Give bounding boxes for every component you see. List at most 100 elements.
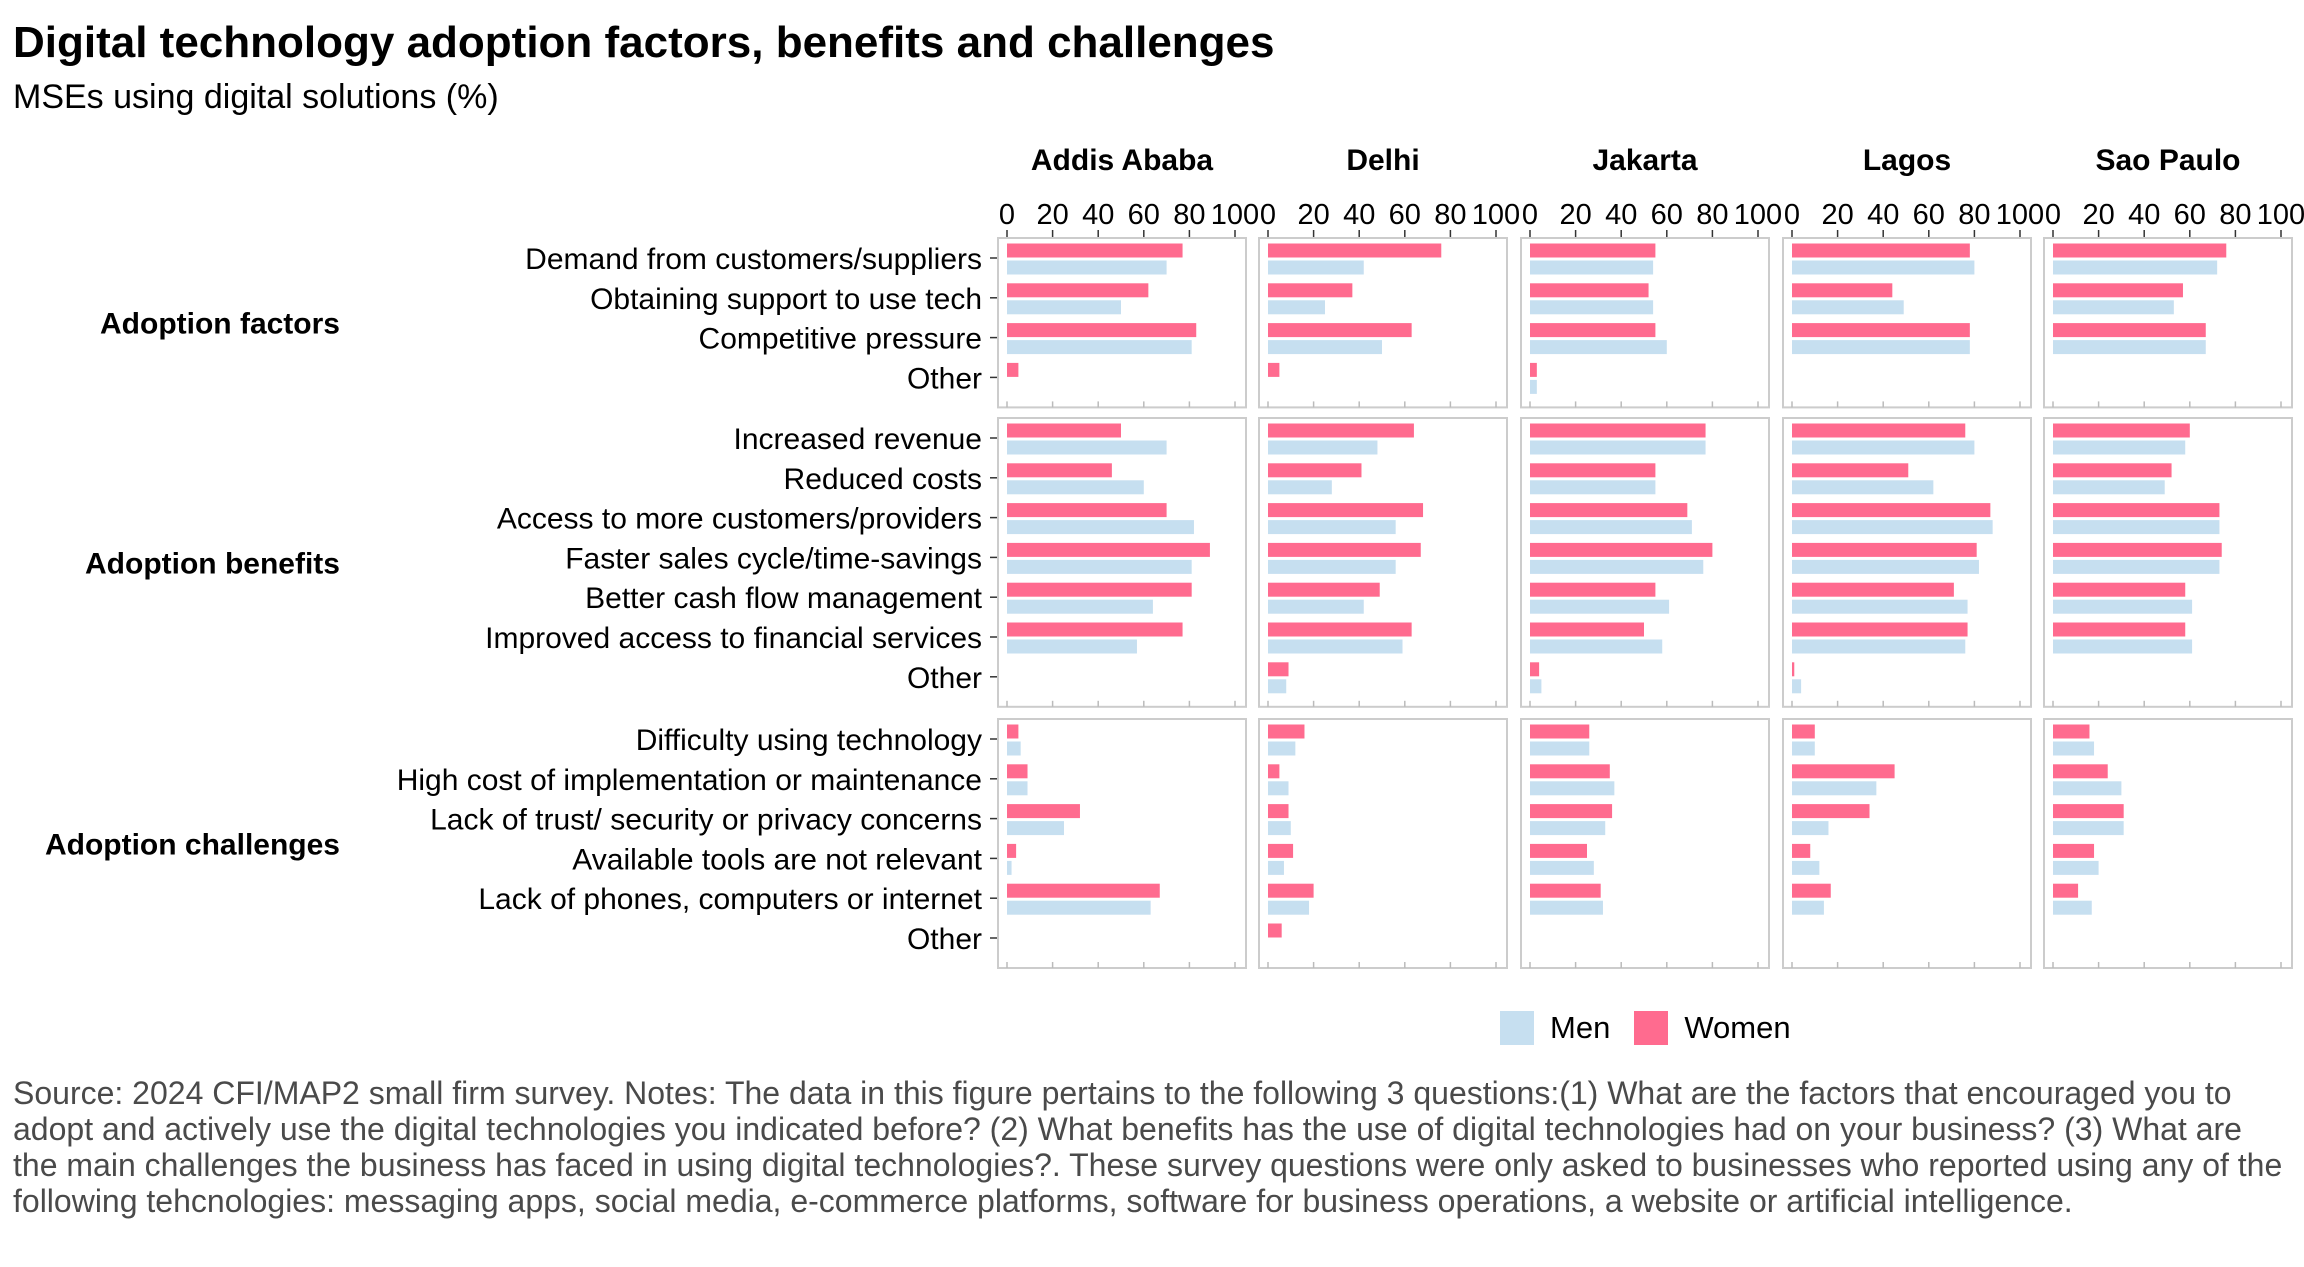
bar-women-adoption-factors-lagos-0 xyxy=(1792,243,1970,258)
bar-women-adoption-benefits-addis-ababa-0 xyxy=(1007,423,1121,438)
x-tick-label-lagos-60: 60 xyxy=(1913,199,1945,231)
bar-women-adoption-benefits-addis-ababa-5 xyxy=(1007,622,1183,637)
x-tick-label-delhi-80: 80 xyxy=(1434,199,1466,231)
legend-swatch-men xyxy=(1500,1011,1534,1045)
bar-men-adoption-benefits-addis-ababa-0 xyxy=(1007,440,1167,455)
bar-women-adoption-factors-addis-ababa-1 xyxy=(1007,283,1149,298)
bar-women-adoption-benefits-sao-paulo-2 xyxy=(2053,503,2220,518)
panel-adoption-challenges-sao-paulo xyxy=(2043,718,2293,969)
group-label-adoption-challenges: Adoption challenges xyxy=(45,829,340,862)
x-tick-label-addis-ababa-20: 20 xyxy=(1036,199,1068,231)
bar-men-adoption-challenges-sao-paulo-4 xyxy=(2053,900,2092,915)
bar-women-adoption-factors-jakarta-0 xyxy=(1530,243,1656,258)
bar-men-adoption-factors-addis-ababa-1 xyxy=(1007,300,1121,315)
category-label-adoption-benefits-2: Access to more customers/providers xyxy=(497,503,982,536)
bar-women-adoption-benefits-delhi-1 xyxy=(1268,463,1362,478)
bar-women-adoption-challenges-lagos-4 xyxy=(1792,883,1831,898)
category-label-adoption-benefits-3: Faster sales cycle/time-savings xyxy=(565,542,982,575)
chart-title: Digital technology adoption factors, ben… xyxy=(13,18,1275,67)
bar-women-adoption-challenges-addis-ababa-4 xyxy=(1007,883,1160,898)
bar-women-adoption-challenges-delhi-4 xyxy=(1268,883,1314,898)
bar-men-adoption-challenges-lagos-3 xyxy=(1792,860,1820,875)
bar-men-adoption-challenges-addis-ababa-0 xyxy=(1007,741,1021,756)
bar-women-adoption-benefits-sao-paulo-1 xyxy=(2053,463,2172,478)
category-label-adoption-benefits-1: Reduced costs xyxy=(784,463,982,496)
bar-women-adoption-benefits-lagos-4 xyxy=(1792,582,1954,597)
x-tick-label-sao-paulo-0: 0 xyxy=(2045,199,2061,231)
bar-men-adoption-challenges-jakarta-1 xyxy=(1530,781,1615,796)
bar-women-adoption-challenges-sao-paulo-2 xyxy=(2053,804,2124,819)
bar-men-adoption-challenges-addis-ababa-4 xyxy=(1007,900,1151,915)
bar-women-adoption-factors-lagos-1 xyxy=(1792,283,1893,298)
panel-adoption-factors-delhi xyxy=(1258,237,1508,409)
category-label-adoption-benefits-0: Increased revenue xyxy=(734,423,983,456)
bar-women-adoption-benefits-addis-ababa-2 xyxy=(1007,503,1167,518)
bar-women-adoption-factors-lagos-2 xyxy=(1792,323,1970,338)
bar-women-adoption-factors-delhi-2 xyxy=(1268,323,1412,338)
bar-women-adoption-challenges-sao-paulo-0 xyxy=(2053,724,2090,739)
bar-men-adoption-challenges-addis-ababa-3 xyxy=(1007,860,1012,875)
legend-label-men: Men xyxy=(1550,1010,1611,1045)
bar-women-adoption-challenges-jakarta-3 xyxy=(1530,843,1587,858)
chart-subtitle: MSEs using digital solutions (%) xyxy=(13,78,499,116)
bar-men-adoption-benefits-lagos-2 xyxy=(1792,520,1993,535)
x-tick-label-delhi-20: 20 xyxy=(1297,199,1329,231)
bar-women-adoption-benefits-jakarta-6 xyxy=(1530,662,1540,677)
bar-women-adoption-benefits-sao-paulo-3 xyxy=(2053,542,2222,557)
panel-adoption-benefits-sao-paulo xyxy=(2043,417,2293,708)
bar-men-adoption-factors-addis-ababa-0 xyxy=(1007,260,1167,275)
facet-label-delhi: Delhi xyxy=(1346,144,1419,177)
bar-women-adoption-benefits-lagos-6 xyxy=(1792,662,1795,677)
bar-men-adoption-benefits-delhi-0 xyxy=(1268,440,1378,455)
bar-women-adoption-challenges-delhi-2 xyxy=(1268,804,1289,819)
bar-women-adoption-benefits-delhi-0 xyxy=(1268,423,1414,438)
bar-men-adoption-challenges-delhi-2 xyxy=(1268,821,1291,836)
group-label-adoption-benefits: Adoption benefits xyxy=(85,547,340,580)
x-tick-label-sao-paulo-40: 40 xyxy=(2128,199,2160,231)
bar-women-adoption-challenges-addis-ababa-2 xyxy=(1007,804,1080,819)
bar-men-adoption-benefits-addis-ababa-1 xyxy=(1007,480,1144,495)
bar-men-adoption-factors-delhi-0 xyxy=(1268,260,1364,275)
bar-women-adoption-challenges-sao-paulo-1 xyxy=(2053,764,2108,779)
x-tick-label-addis-ababa-80: 80 xyxy=(1173,199,1205,231)
bar-men-adoption-benefits-delhi-3 xyxy=(1268,559,1396,574)
bar-men-adoption-benefits-addis-ababa-3 xyxy=(1007,559,1192,574)
x-tick-label-delhi-60: 60 xyxy=(1389,199,1421,231)
bar-men-adoption-challenges-delhi-0 xyxy=(1268,741,1296,756)
legend-item-women: Women xyxy=(1634,1010,1791,1046)
bar-men-adoption-challenges-sao-paulo-2 xyxy=(2053,821,2124,836)
bar-women-adoption-benefits-addis-ababa-4 xyxy=(1007,582,1192,597)
bar-men-adoption-benefits-sao-paulo-5 xyxy=(2053,639,2193,654)
bar-women-adoption-benefits-lagos-0 xyxy=(1792,423,1966,438)
x-tick-label-sao-paulo-100: 100 xyxy=(2257,199,2304,231)
facet-label-sao-paulo: Sao Paulo xyxy=(2095,144,2240,177)
bar-women-adoption-factors-sao-paulo-0 xyxy=(2053,243,2227,258)
bar-women-adoption-factors-addis-ababa-2 xyxy=(1007,323,1197,338)
bar-women-adoption-benefits-delhi-5 xyxy=(1268,622,1412,637)
category-label-adoption-factors-1: Obtaining support to use tech xyxy=(590,283,982,316)
bar-men-adoption-challenges-jakarta-0 xyxy=(1530,741,1590,756)
bar-women-adoption-challenges-sao-paulo-3 xyxy=(2053,843,2095,858)
facet-label-addis-ababa: Addis Ababa xyxy=(1031,144,1214,177)
category-label-adoption-challenges-1: High cost of implementation or maintenan… xyxy=(397,764,982,797)
bar-women-adoption-benefits-lagos-3 xyxy=(1792,542,1977,557)
bar-men-adoption-benefits-lagos-5 xyxy=(1792,639,1966,654)
bar-men-adoption-benefits-delhi-5 xyxy=(1268,639,1403,654)
x-tick-label-jakarta-60: 60 xyxy=(1651,199,1683,231)
bar-men-adoption-benefits-sao-paulo-1 xyxy=(2053,480,2165,495)
bar-men-adoption-challenges-delhi-3 xyxy=(1268,860,1284,875)
bar-men-adoption-benefits-sao-paulo-3 xyxy=(2053,559,2220,574)
bar-women-adoption-challenges-sao-paulo-4 xyxy=(2053,883,2079,898)
bar-women-adoption-benefits-lagos-5 xyxy=(1792,622,1968,637)
bar-men-adoption-challenges-sao-paulo-3 xyxy=(2053,860,2099,875)
x-tick-label-jakarta-100: 100 xyxy=(1734,199,1782,231)
panel-adoption-benefits-jakarta xyxy=(1520,417,1770,708)
bar-men-adoption-challenges-delhi-1 xyxy=(1268,781,1289,796)
bar-women-adoption-benefits-sao-paulo-5 xyxy=(2053,622,2186,637)
bar-men-adoption-factors-jakarta-0 xyxy=(1530,260,1654,275)
x-tick-label-addis-ababa-60: 60 xyxy=(1128,199,1160,231)
bar-men-adoption-challenges-delhi-4 xyxy=(1268,900,1310,915)
panel-adoption-challenges-lagos xyxy=(1782,718,2032,969)
bar-women-adoption-benefits-delhi-3 xyxy=(1268,542,1421,557)
bar-women-adoption-benefits-jakarta-3 xyxy=(1530,542,1713,557)
